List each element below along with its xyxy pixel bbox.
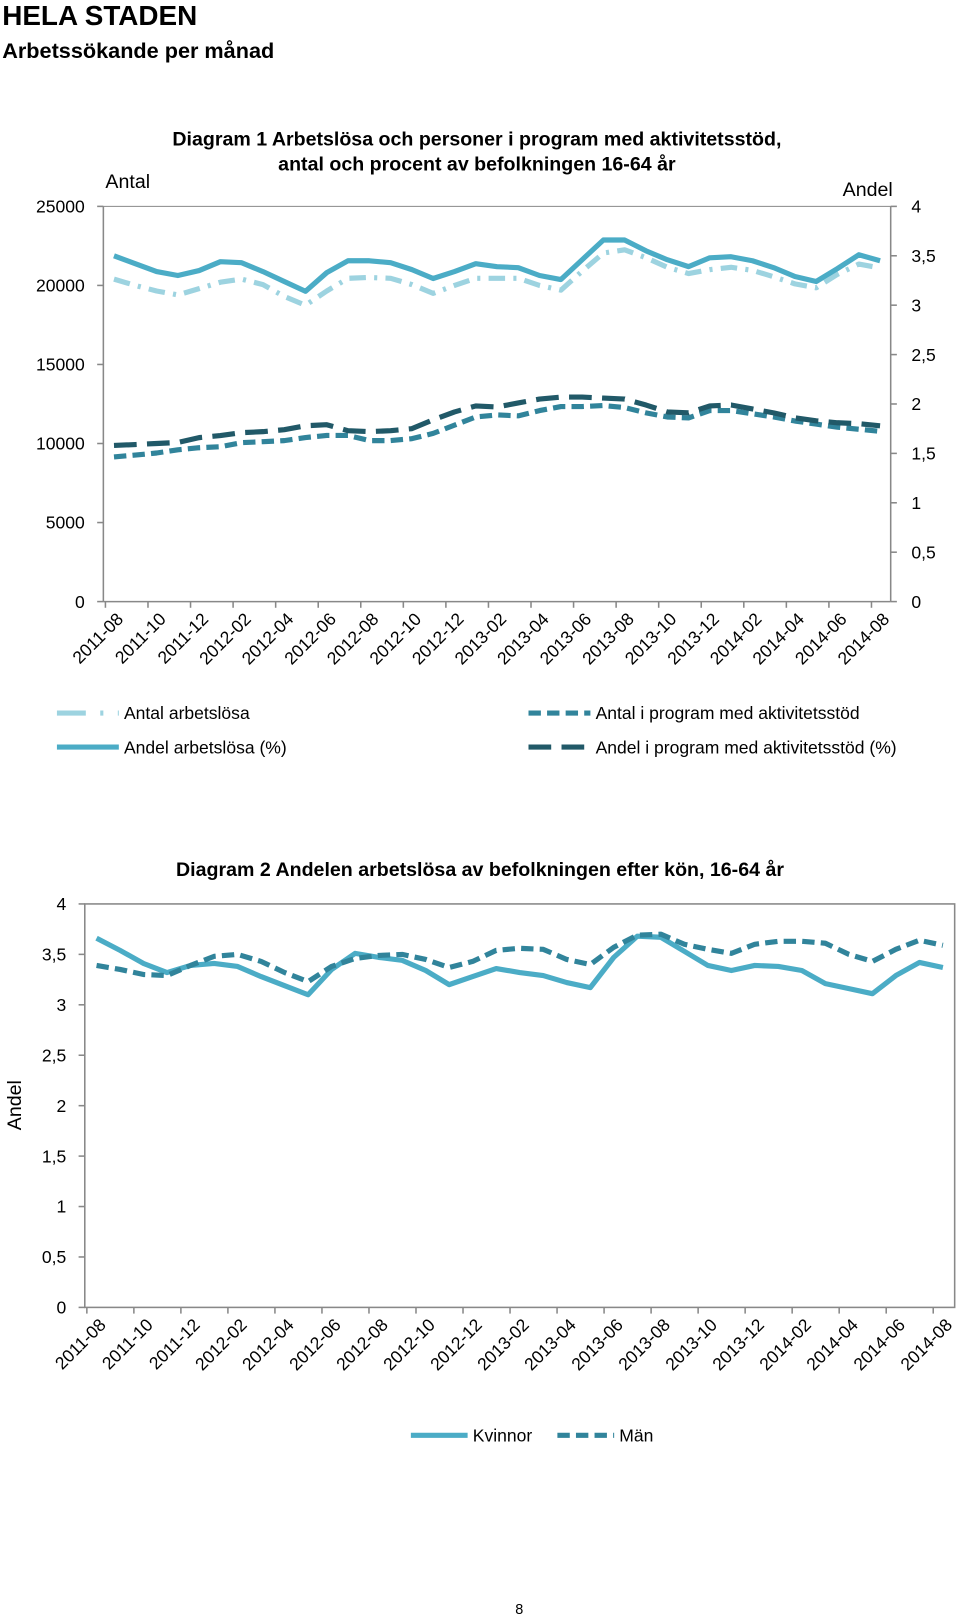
x-tick-label: 2014-06: [849, 1315, 909, 1375]
y2-tick-label: 1: [911, 493, 921, 513]
chart: Diagram 2 Andelen arbetslösa av befolkni…: [4, 858, 956, 1445]
x-tick-label: 2013-12: [708, 1315, 768, 1375]
y-tick-label: 0,5: [42, 1247, 67, 1267]
y-tick-label: 3,5: [42, 945, 67, 965]
x-tick-label: 2012-08: [332, 1315, 392, 1375]
line-series: [113, 247, 881, 308]
y2-axis-title: Andel: [843, 179, 893, 201]
legend-label: Antal i program med aktivitetsstöd: [596, 703, 860, 723]
x-tick-label: 2011-08: [51, 1315, 110, 1374]
legend-label: Antal arbetslösa: [124, 703, 250, 723]
chart-title-line: Diagram 1 Arbetslösa och personer i prog…: [172, 128, 781, 150]
y-tick-label: 10000: [36, 434, 85, 454]
line-series: [113, 394, 881, 449]
y2-tick-label: 3,5: [911, 246, 936, 266]
legend-label: Andel i program med aktivitetsstöd (%): [596, 737, 897, 757]
y-tick-label: 25000: [36, 197, 85, 217]
x-tick-label: 2014-08: [896, 1315, 956, 1375]
line-series: [95, 933, 944, 998]
y2-tick-label: 4: [911, 197, 921, 217]
x-tick-label: 2012-06: [285, 1315, 345, 1375]
chart: Diagram 1 Arbetslösa och personer i prog…: [36, 128, 936, 757]
line-series: [113, 237, 881, 294]
chart-title-line: antal och procent av befolkningen 16-64 …: [278, 152, 676, 175]
y-tick-label: 0: [56, 1298, 66, 1318]
x-tick-label: 2012-02: [191, 1315, 251, 1375]
y2-tick-label: 0: [911, 592, 921, 612]
page-title: HELA STADEN: [2, 0, 197, 31]
legend-label: Män: [619, 1426, 653, 1446]
y-tick-label: 5000: [46, 513, 85, 533]
y2-tick-label: 0,5: [911, 542, 936, 562]
y-tick-label: 2,5: [42, 1045, 67, 1065]
y2-tick-label: 2,5: [911, 345, 936, 365]
x-tick-label: 2013-02: [473, 1315, 533, 1375]
legend-label: Kvinnor: [473, 1426, 533, 1446]
chart-title: Diagram 2 Andelen arbetslösa av befolkni…: [176, 858, 784, 881]
y-axis-title: Antal: [105, 171, 150, 193]
chart-title: Diagram 1 Arbetslösa och personer i prog…: [172, 128, 781, 175]
y-tick-label: 2: [56, 1096, 66, 1116]
y-axis-title: Andel: [4, 1080, 26, 1130]
x-tick-label: 2013-08: [614, 1315, 674, 1375]
x-tick-label: 2012-12: [426, 1315, 486, 1375]
x-tick-label: 2011-10: [98, 1314, 157, 1373]
y-tick-label: 1,5: [42, 1146, 67, 1166]
x-tick-label: 2014-02: [755, 1315, 815, 1375]
y2-tick-label: 3: [911, 295, 921, 315]
page-number: 8: [515, 1602, 523, 1618]
x-tick-label: 2013-06: [567, 1315, 627, 1375]
y-tick-label: 20000: [36, 276, 85, 296]
legend-label: Andel arbetslösa (%): [124, 737, 287, 757]
y2-tick-label: 1,5: [911, 444, 936, 464]
y-tick-label: 4: [56, 894, 66, 914]
y-tick-label: 15000: [36, 355, 85, 375]
y-tick-label: 1: [56, 1197, 66, 1217]
y-tick-label: 3: [56, 995, 66, 1015]
y2-tick-label: 2: [911, 394, 921, 414]
page-subtitle: Arbetssökande per månad: [2, 38, 274, 63]
y-tick-label: 0: [75, 592, 85, 612]
